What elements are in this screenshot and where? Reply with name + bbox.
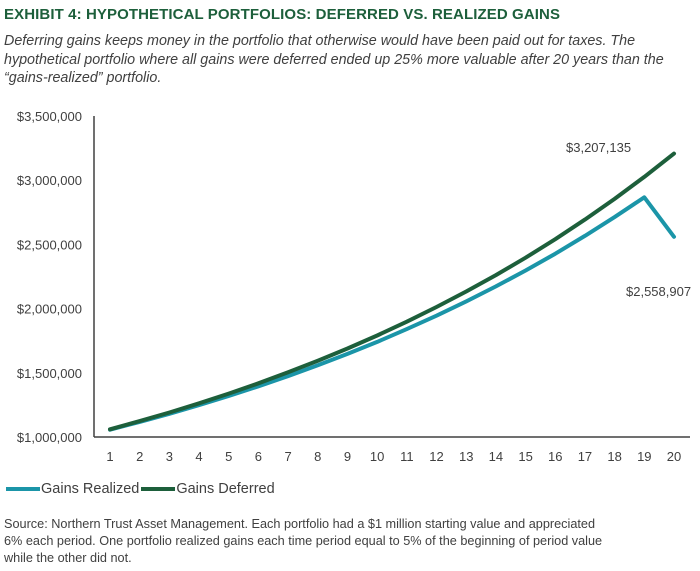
x-tick-label: 5 [225,449,232,464]
x-tick-label: 10 [370,449,384,464]
data-label: $3,207,135 [566,140,631,155]
x-tick-label: 20 [667,449,681,464]
x-tick-label: 13 [459,449,473,464]
source-note: Source: Northern Trust Asset Management.… [4,516,700,567]
x-tick-label: 19 [637,449,651,464]
series-line-gains-realized [108,195,676,432]
x-tick-label: 6 [255,449,262,464]
source-line: 6% each period. One portfolio realized g… [4,534,603,548]
series-line-gains-deferred [108,151,676,432]
source-line: Source: Northern Trust Asset Management.… [4,517,596,531]
x-tick-label: 1 [106,449,113,464]
y-tick-label: $1,000,000 [17,430,82,445]
x-tick-label: 18 [607,449,621,464]
legend-item-gains-realized: Gains Realized [6,481,139,497]
x-tick-label: 11 [400,449,414,464]
y-tick-label: $1,500,000 [17,366,82,381]
y-tick-label: $3,000,000 [17,173,82,188]
x-tick-label: 7 [284,449,291,464]
y-tick-label: $2,000,000 [17,302,82,317]
legend-swatch-gains-deferred [141,487,176,491]
legend-item-gains-deferred: Gains Deferred [141,481,275,497]
x-tick-label: 3 [166,449,173,464]
legend-swatch-gains-realized [6,487,40,491]
x-tick-label: 8 [314,449,321,464]
x-tick-label: 2 [136,449,143,464]
y-tick-label: $3,500,000 [17,109,82,124]
source-line: while the other did not. [4,551,132,565]
chart-title: EXHIBIT 4: HYPOTHETICAL PORTFOLIOS: DEFE… [4,6,561,23]
y-tick-label: $2,500,000 [17,237,82,252]
x-tick-label: 9 [344,449,351,464]
x-tick-label: 4 [195,449,202,464]
chart-legend: Gains Realized Gains Deferred [6,481,277,497]
legend-label-gains-realized: Gains Realized [41,481,140,497]
x-tick-label: 16 [548,449,562,464]
x-tick-label: 17 [578,449,592,464]
x-tick-label: 15 [518,449,532,464]
line-chart: $1,000,000 $1,500,000 $2,000,000 $2,500,000… [17,109,691,464]
x-tick-label: 12 [429,449,443,464]
x-tick-label: 14 [489,449,503,464]
chart-subtitle: Deferring gains keeps money in the portf… [4,33,664,86]
legend-label-gains-deferred: Gains Deferred [176,481,275,497]
data-label: $2,558,907 [626,284,691,299]
